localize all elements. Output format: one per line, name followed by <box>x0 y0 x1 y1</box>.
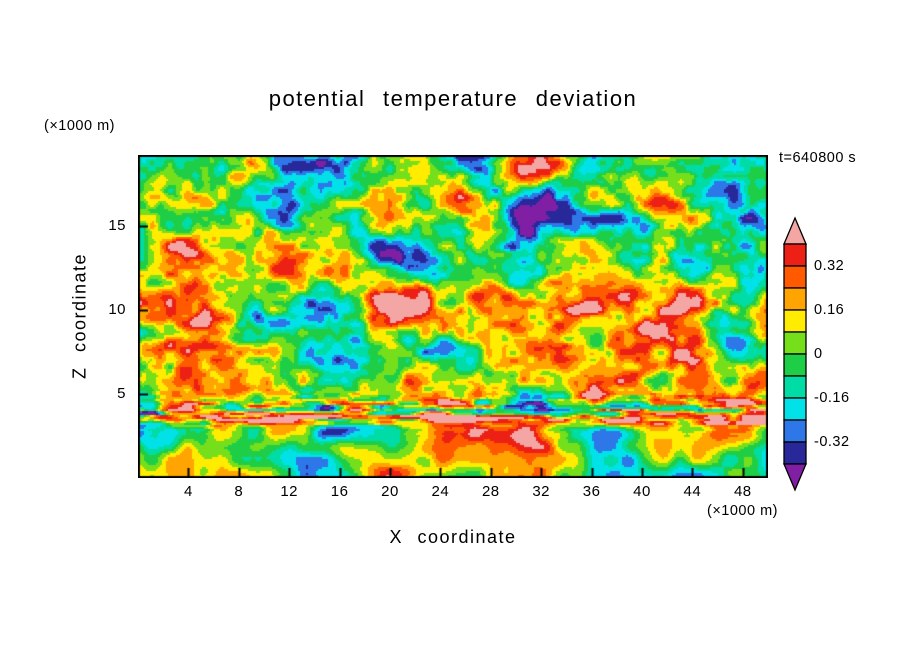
x-tick-label: 28 <box>481 483 500 500</box>
colorbar-band <box>783 243 807 267</box>
colorbar-band <box>783 287 807 311</box>
colorbar-band <box>783 353 807 377</box>
x-axis-label: X coordinate <box>389 527 517 547</box>
colorbar-arrow-bottom <box>783 463 807 492</box>
z-tick-label: 15 <box>108 216 126 234</box>
colorbar-tick-label: 0.16 <box>814 302 845 318</box>
colorbar-band <box>783 265 807 289</box>
x-tick-label: 44 <box>683 483 702 500</box>
x-tick-label: 4 <box>183 483 193 500</box>
colorbar-tick-label: 0.32 <box>814 258 845 274</box>
chart-title: potential temperature deviation <box>268 86 638 111</box>
x-tick-label: 20 <box>381 483 399 500</box>
colorbar-band <box>783 309 807 333</box>
x-tick-label: 48 <box>733 483 752 500</box>
time-annotation: t=640800 s <box>779 150 857 166</box>
colorbar-band <box>783 331 807 355</box>
colorbar-band <box>783 397 807 421</box>
heatmap-canvas <box>138 155 768 478</box>
z-tick-label: 5 <box>117 384 126 402</box>
x-tick-label: 8 <box>234 483 244 500</box>
colorbar-tick-label: -0.32 <box>814 434 850 450</box>
x-axis-unit-label: (×1000 m) <box>707 503 778 519</box>
colorbar <box>783 216 807 492</box>
x-tick-label: 24 <box>431 483 450 500</box>
x-tick-label: 36 <box>582 483 601 500</box>
z-axis-unit-label: (×1000 m) <box>44 118 115 134</box>
x-tick-label: 32 <box>532 483 551 500</box>
x-tick-label: 12 <box>280 483 299 500</box>
colorbar-tick-label: 0 <box>814 346 823 362</box>
colorbar-band <box>783 419 807 443</box>
colorbar-band <box>783 375 807 399</box>
x-tick-label: 16 <box>330 483 349 500</box>
colorbar-tick-label: -0.16 <box>814 390 850 406</box>
z-tick-label: 10 <box>108 300 126 318</box>
colorbar-arrow-top <box>783 216 807 245</box>
colorbar-band <box>783 441 807 465</box>
plot-area <box>138 155 768 478</box>
x-tick-label: 40 <box>633 483 651 500</box>
